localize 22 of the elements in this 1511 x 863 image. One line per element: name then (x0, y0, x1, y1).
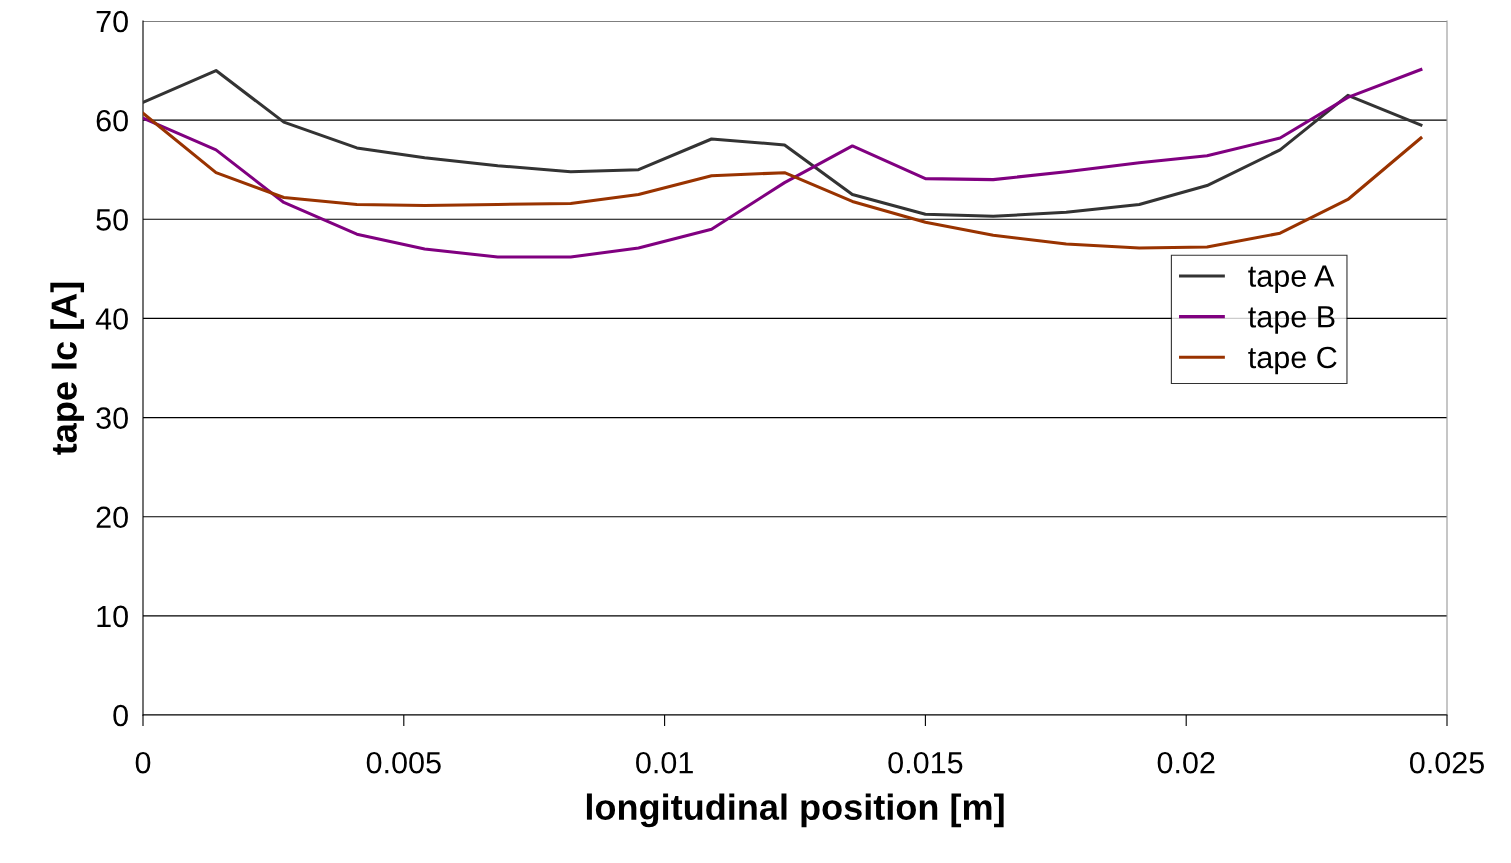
y-tick-label: 30 (96, 407, 128, 429)
y-tick-label: 0 (113, 704, 128, 727)
line-series (143, 68, 1423, 259)
y-tick-label: 10 (97, 605, 128, 628)
x-tick-label: 0.01 (636, 751, 693, 774)
y-axis-title: tape Ic [A] (50, 282, 85, 455)
y-tick-label: 50 (96, 209, 128, 231)
x-tick-label: 0 (135, 751, 151, 774)
x-tick-label: 0.005 (366, 751, 441, 774)
y-tick-label: 40 (95, 308, 128, 330)
x-tick-label: 0.025 (1409, 751, 1484, 774)
legend-label: tape A (1248, 265, 1335, 293)
y-tick-label: 60 (96, 109, 128, 132)
legend-label: tape B (1248, 306, 1335, 334)
y-tick-label: 70 (96, 10, 128, 33)
y-tick-label: 20 (96, 506, 128, 529)
x-tick-label: 0.02 (1157, 751, 1215, 774)
line-series (143, 111, 1423, 250)
x-axis-title: longitudinal position [m] (586, 793, 1004, 828)
x-tick-label: 0.015 (888, 751, 963, 774)
line-series (143, 69, 1423, 218)
legend-label: tape C (1248, 346, 1337, 375)
